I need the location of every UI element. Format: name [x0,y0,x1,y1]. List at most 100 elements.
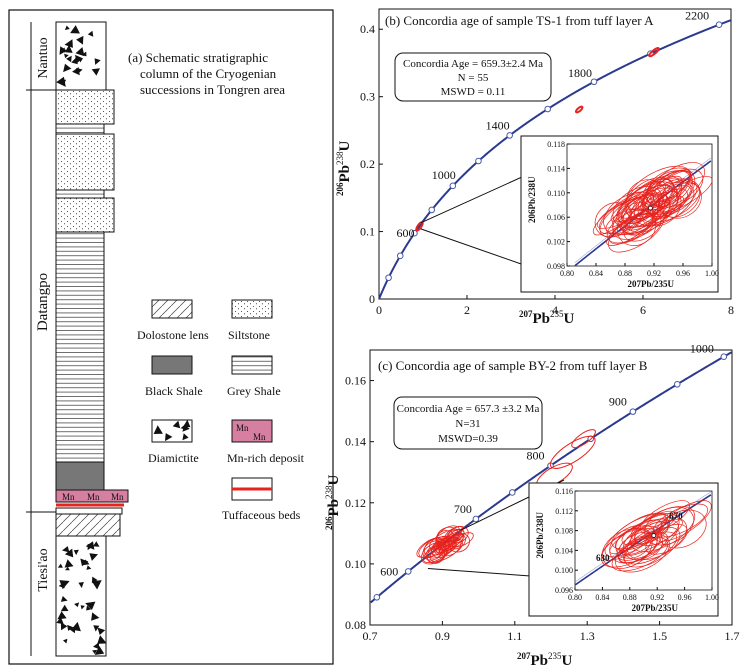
x-tick-label: 1.3 [580,629,595,643]
plot-area-c: 600 700 800 900 1000 [370,342,732,604]
data-ellipse [643,162,705,211]
inset-x-tick-label: 0.80 [568,593,582,602]
concordia-panel-c: (c) Concordia age of sample BY-2 from tu… [324,342,740,669]
diamictite-clast [57,611,67,620]
diamictite-clast [59,580,70,590]
concordia-age-label: 800 [527,449,545,463]
inset-y-axis-label: 206Pb/238U [535,511,545,558]
x-tick-label: 0.9 [435,629,450,643]
inset-y-tick-label: 0.112 [555,507,573,516]
siltstone-bed [55,133,115,191]
diamictite-clast [64,548,74,558]
concordia-age-label: 1800 [568,66,592,80]
inset-x-tick-label: 0.96 [678,593,692,602]
concordia-age-label: 2200 [685,9,709,23]
svg-text:206Pb238U: 206Pb238U [335,140,353,196]
column-title-line-2: column of the Cryogenian [140,66,277,81]
concordia-age-marker [506,132,513,139]
dolostone-lens-bed [55,513,121,537]
diamictite-clast [67,624,74,631]
inset-mean-marker [651,533,657,538]
data-ellipse [634,182,695,226]
data-ellipse [645,523,688,555]
inset-x-tick-label: 0.80 [560,269,574,278]
data-ellipse [612,192,671,240]
plot-area-b: 600 1000 1400 1800 2200 [378,9,731,300]
age-box-line-c: Concordia Age = 657.3 ±3.2 Ma [397,403,540,415]
diamictite-clast [76,35,84,45]
inset-x-axis-label: 207Pb/235U [632,603,679,613]
inset-y-axis-label: 206Pb/238U [527,176,537,223]
inset-x-tick-label: 0.92 [647,269,661,278]
legend-swatch-black-shale [151,355,193,375]
column-title-line-1: (a) Schematic stratigraphic [128,50,268,65]
inset-plot-c: 0.80 0.84 0.88 0.92 0.96 1.00 0.096 0.100 0.104 0… [528,482,719,617]
inset-x-tick-label: 0.88 [618,269,632,278]
diamictite-clast [70,25,80,34]
legend-swatch-mn-deposit [231,419,273,443]
data-ellipse [616,178,674,224]
diamictite-clast [64,25,70,30]
svg-text:206Pb238U: 206Pb238U [324,474,342,530]
diamictite-clast [78,582,84,588]
diamictite-clast [85,541,95,550]
x-tick-label: 0 [376,303,382,317]
x-tick-label: 8 [728,303,734,317]
x-tick-label: 1.7 [725,629,740,643]
diamictite-clast [71,57,78,65]
diamictite-clast [97,635,107,644]
diamictite-clast [91,68,100,76]
data-ellipse [614,533,670,573]
y-tick-label: 0.1 [360,225,375,239]
diamictite-clast [66,55,72,63]
diamictite-clast [94,645,105,655]
diamictite-clast [81,51,87,57]
concordia-age-label: 600 [396,226,414,240]
age-box-line-b: N = 55 [458,72,489,84]
inset-age-label: 670 [669,511,683,521]
concordia-age-marker [404,568,412,575]
data-ellipse [601,525,662,568]
x-tick-label: 2 [464,303,470,317]
data-ellipse [621,177,683,224]
inset-x-tick-label: 0.88 [623,593,637,602]
chart-title-b: (b) Concordia age of sample TS-1 from tu… [385,13,654,28]
column-legend: Dolostone lens Siltstone Black Shale Gre… [137,299,305,522]
diamictite-clast [97,627,106,635]
tiesiao-diamictite-bed [55,535,107,657]
diamictite-clast [64,559,74,568]
data-ellipse [416,537,443,558]
diamictite-clast [73,549,79,556]
y-tick-label: 0.08 [345,618,366,632]
concordia-age-marker [673,380,681,388]
inset-y-tick-label: 0.118 [547,140,565,149]
diamictite-clast [85,601,96,610]
siltstone-bed [55,197,115,233]
diamictite-clast [86,605,92,611]
x-tick-label: 0.7 [363,629,378,643]
inset-y-tick-label: 0.108 [555,527,573,536]
legend-swatch-dolostone [151,299,193,319]
diamictite-clast [86,565,92,570]
data-ellipse [418,536,450,559]
inset-x-tick-label: 0.96 [676,269,690,278]
inset-mean-marker [647,205,653,211]
mn-rich-bed [55,489,129,503]
inset-y-tick-label: 0.104 [555,546,573,555]
legend-swatch-mn-text: Mn [236,423,249,433]
diamictite-clast [74,602,80,608]
data-ellipse [451,532,474,548]
concordia-age-box-c [393,396,543,450]
data-ellipse [647,185,692,218]
concordia-curve [378,19,731,300]
concordia-age-marker [373,594,381,601]
diamictite-clast [65,566,70,571]
diamictite-clast [63,638,68,644]
data-ellipse [603,191,659,236]
data-ellipse [640,170,692,211]
inset-x-axis-label: 207Pb/235U [628,279,675,289]
axis-ticks-b: 0 2 4 6 8 0 0.1 0.2 0.3 0.4 [360,9,734,317]
data-ellipse [641,167,696,215]
data-ellipse [621,519,663,546]
diamictite-clast [165,433,173,442]
